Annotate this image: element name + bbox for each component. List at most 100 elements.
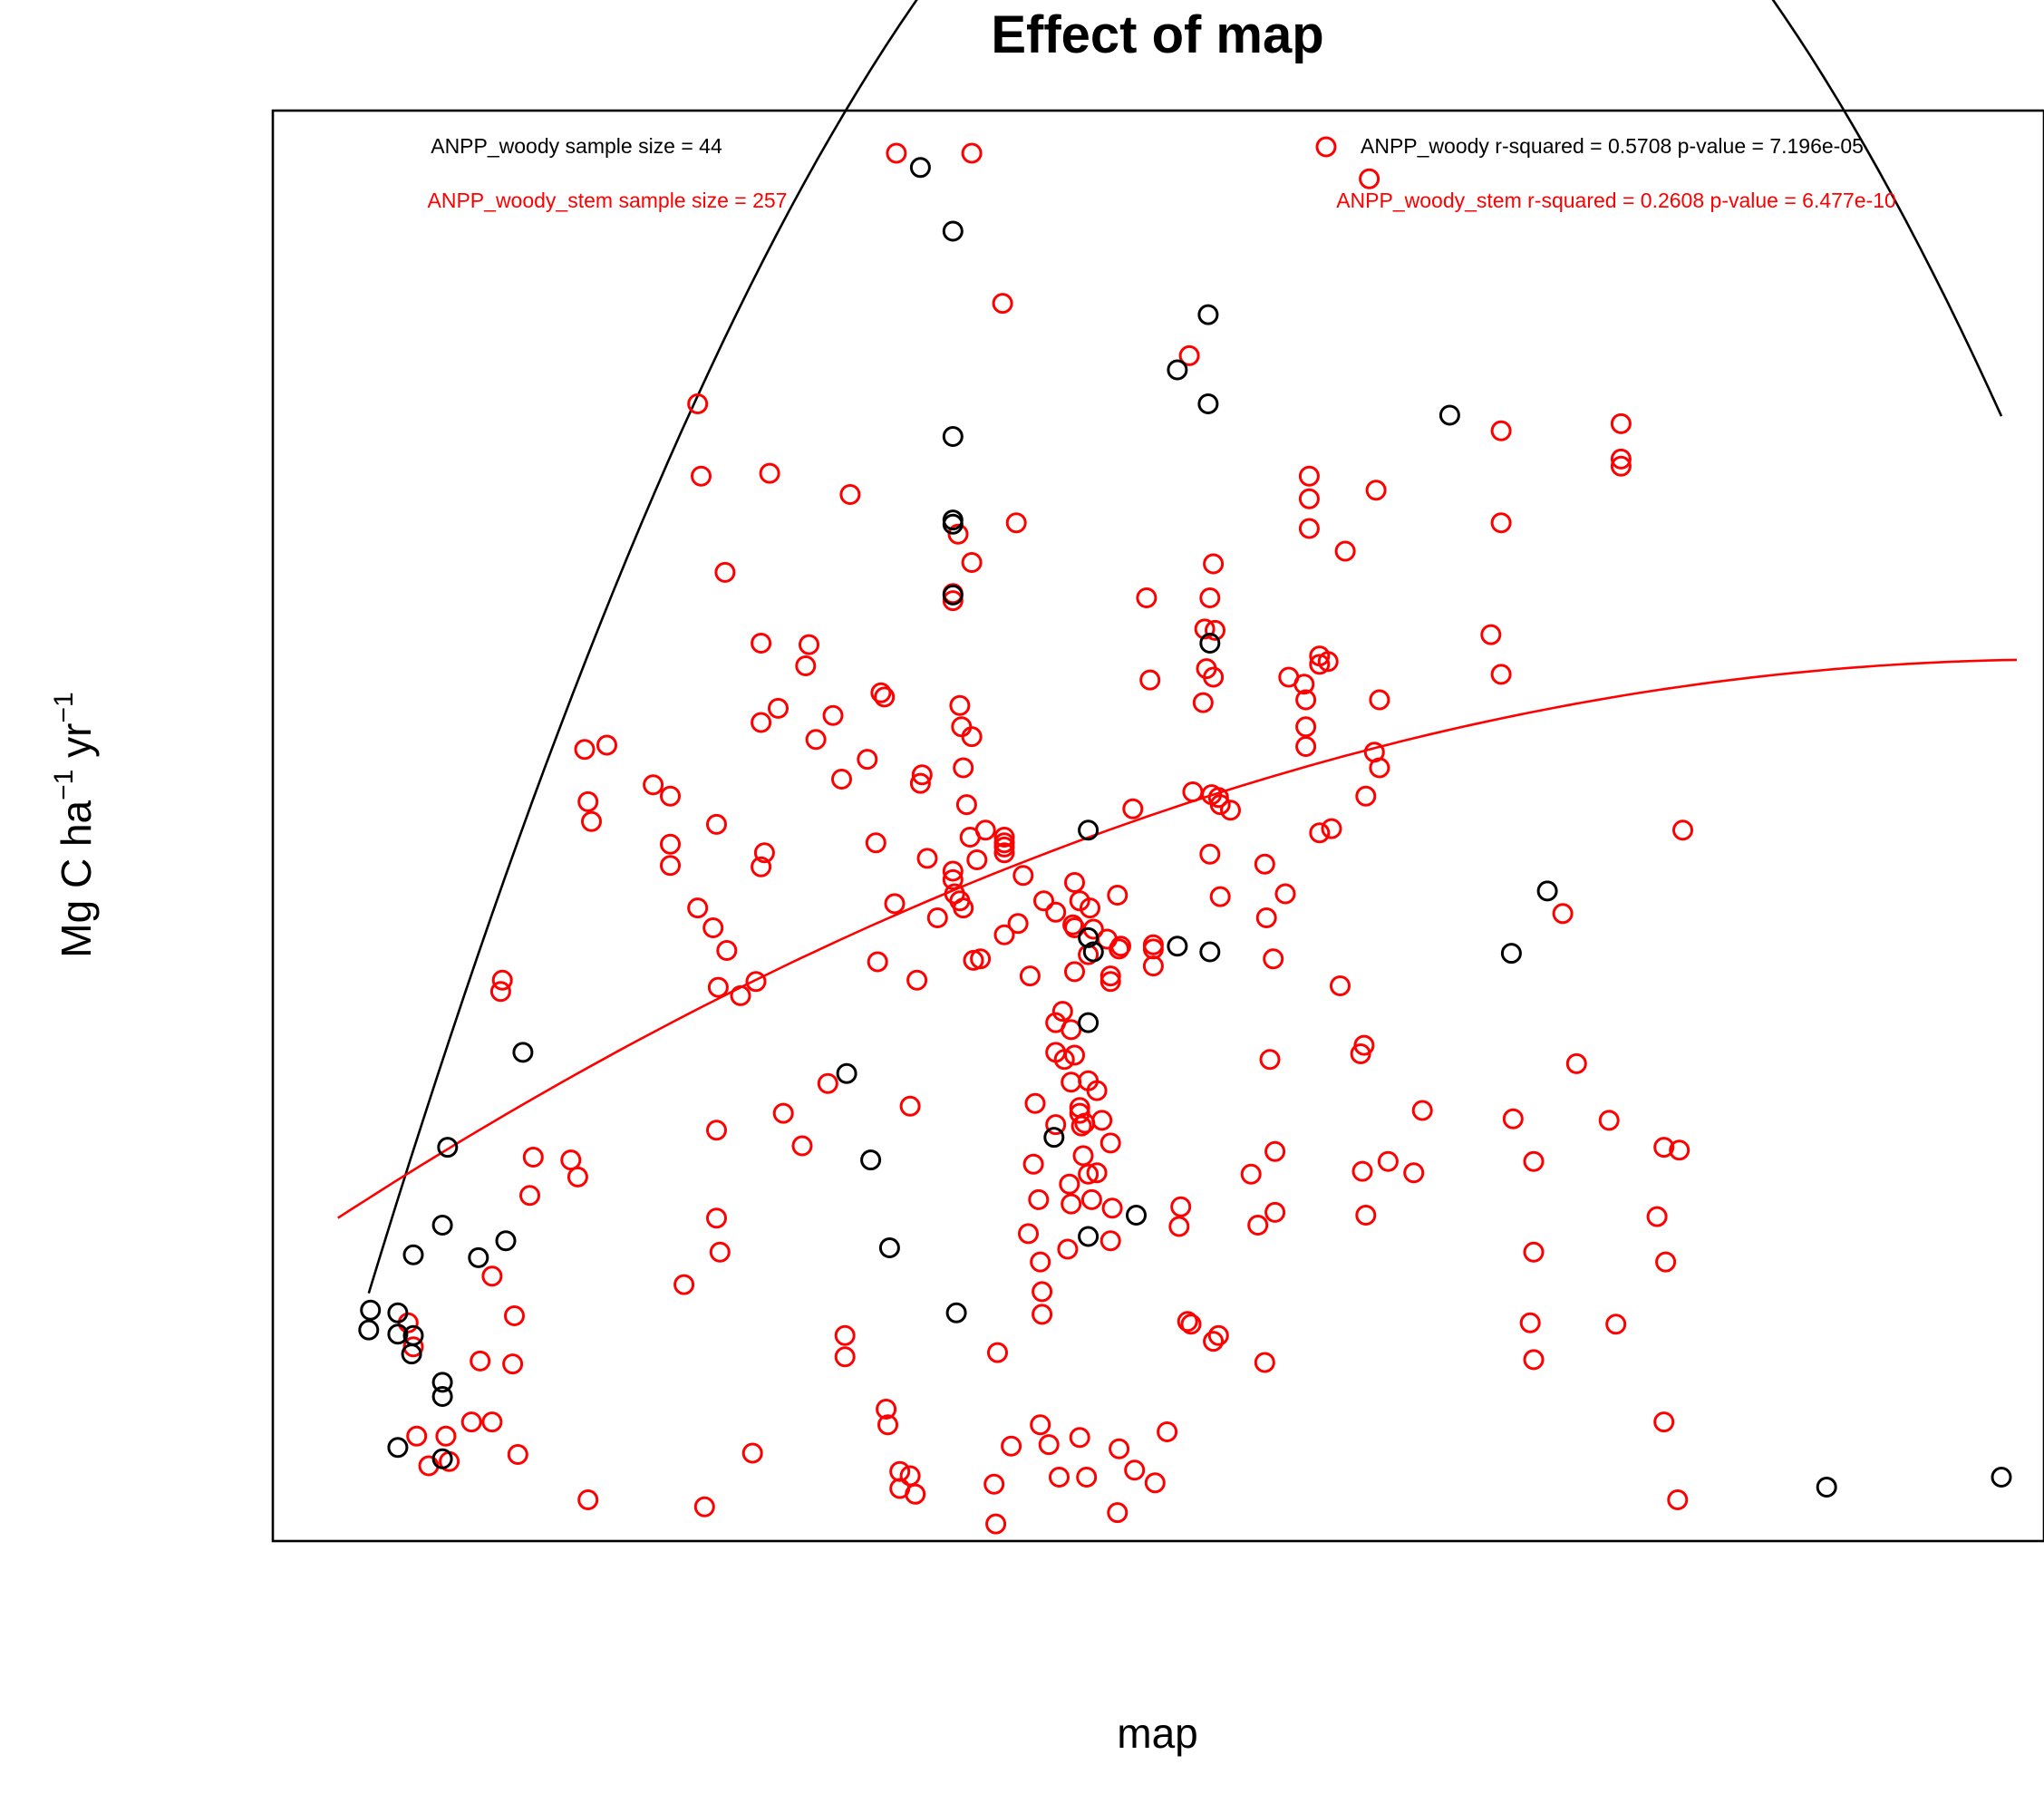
point-anpp-woody-stem	[768, 697, 789, 719]
point-anpp-woody-stem	[1064, 1044, 1085, 1066]
point-anpp-woody-stem	[953, 757, 974, 779]
plot-frame	[271, 109, 2044, 1543]
point-anpp-woody-stem	[1355, 785, 1377, 807]
point-anpp-woody-stem	[926, 907, 948, 928]
point-anpp-woody	[387, 1302, 409, 1323]
point-anpp-woody-stem	[741, 1442, 763, 1464]
point-anpp-woody-stem	[1032, 1304, 1053, 1325]
point-anpp-woody-stem	[876, 1399, 897, 1420]
point-anpp-woody-stem	[1182, 781, 1204, 802]
point-anpp-woody-stem	[1203, 666, 1225, 688]
point-anpp-woody	[387, 1437, 409, 1459]
point-anpp-woody-stem	[577, 790, 599, 812]
point-anpp-woody-stem	[1028, 1188, 1050, 1210]
point-anpp-woody-stem	[993, 924, 1015, 945]
point-anpp-woody-stem	[867, 951, 888, 973]
point-anpp-woody-stem	[1672, 819, 1693, 841]
point-anpp-woody-stem	[1107, 1502, 1129, 1524]
point-anpp-woody-stem	[751, 633, 772, 654]
point-anpp-woody-stem	[865, 832, 886, 854]
point-anpp-woody-stem	[1142, 934, 1164, 955]
point-anpp-woody	[1078, 926, 1099, 948]
point-anpp-woody	[431, 1372, 453, 1393]
point-anpp-woody-stem	[1061, 1071, 1082, 1093]
point-anpp-woody-stem	[993, 842, 1015, 864]
point-anpp-woody-stem	[1099, 1230, 1121, 1252]
point-anpp-woody-stem	[1012, 865, 1034, 887]
point-anpp-woody-stem	[1209, 886, 1231, 907]
point-anpp-woody-stem	[985, 1513, 1007, 1535]
point-anpp-woody-stem	[1490, 664, 1512, 685]
point-anpp-woody	[860, 1149, 882, 1171]
point-anpp-woody-stem	[1109, 1438, 1130, 1459]
point-anpp-woody-stem	[1207, 1324, 1229, 1346]
point-anpp-woody-stem	[877, 1414, 898, 1436]
point-anpp-woody-stem	[1295, 736, 1317, 757]
point-anpp-woody-stem	[470, 1350, 491, 1372]
point-anpp-woody-stem	[884, 893, 906, 915]
point-anpp-woody-stem	[1480, 624, 1502, 645]
point-anpp-woody-stem	[906, 969, 928, 991]
y-axis-label: Mg C ha−1 yr−1	[49, 692, 100, 957]
point-anpp-woody-stem	[1099, 971, 1121, 993]
point-anpp-woody-stem	[581, 810, 602, 832]
point-anpp-woody-stem	[1274, 883, 1296, 905]
point-anpp-woody-stem	[1403, 1162, 1425, 1184]
point-anpp-woody-stem	[730, 984, 751, 1006]
point-anpp-woody-stem	[1001, 1435, 1022, 1457]
point-anpp-woody-stem	[1005, 512, 1027, 534]
point-anpp-woody-stem	[1086, 1162, 1108, 1184]
point-anpp-woody-stem	[993, 827, 1015, 848]
point-anpp-woody-stem	[714, 561, 736, 583]
point-anpp-woody-stem	[1061, 1019, 1082, 1041]
point-anpp-woody-stem	[1022, 1153, 1044, 1175]
point-anpp-woody-stem	[706, 1207, 727, 1229]
point-anpp-woody-stem	[1203, 1331, 1225, 1352]
point-anpp-woody	[360, 1299, 382, 1321]
point-anpp-woody	[836, 1062, 857, 1084]
point-anpp-woody-stem	[716, 940, 738, 961]
point-anpp-woody-stem	[1019, 965, 1041, 987]
point-anpp-woody-stem	[567, 1166, 588, 1188]
woody-stats: ANPP_woody r-squared = 0.5708 p-value = …	[1361, 134, 1864, 158]
point-anpp-woody	[1199, 633, 1221, 654]
point-anpp-woody	[878, 1237, 900, 1258]
point-anpp-woody-stem	[759, 462, 780, 484]
point-anpp-woody-stem	[1177, 1311, 1198, 1333]
point-anpp-woody-stem	[911, 764, 933, 786]
woody-sample-size: ANPP_woody sample size = 44	[431, 134, 722, 158]
point-anpp-woody-stem	[1334, 540, 1356, 562]
point-anpp-woody-stem	[1519, 1312, 1541, 1333]
point-anpp-woody-stem	[1024, 1092, 1046, 1114]
point-anpp-woody-stem	[1298, 488, 1320, 509]
point-anpp-woody-stem	[1072, 1145, 1094, 1167]
point-anpp-woody-stem	[1045, 901, 1067, 923]
data-points	[358, 142, 2012, 1535]
point-anpp-woody	[402, 1244, 424, 1265]
point-anpp-woody-stem	[961, 552, 983, 573]
point-anpp-woody-stem	[460, 1411, 482, 1433]
point-anpp-woody-stem	[974, 819, 996, 841]
point-anpp-woody-stem	[1018, 1223, 1039, 1245]
stem-sample-size: ANPP_woody_stem sample size = 257	[428, 189, 788, 212]
point-anpp-woody-stem	[889, 1460, 911, 1482]
point-anpp-woody-stem	[1070, 1115, 1092, 1137]
point-anpp-woody-stem	[1365, 480, 1387, 501]
point-anpp-woody-stem	[1295, 689, 1317, 711]
point-anpp-woody	[1197, 304, 1219, 325]
stem-stats: ANPP_woody_stem r-squared = 0.2608 p-val…	[1336, 189, 1896, 212]
point-anpp-woody-stem	[660, 785, 681, 807]
point-anpp-woody-stem	[953, 897, 974, 919]
point-anpp-woody-stem	[955, 794, 977, 816]
point-anpp-woody-stem	[502, 1353, 524, 1375]
point-anpp-woody-stem	[1298, 518, 1320, 539]
point-anpp-woody-stem	[942, 868, 964, 890]
point-anpp-woody-stem	[596, 734, 617, 756]
point-anpp-woody-stem	[745, 971, 767, 993]
point-anpp-woody-stem	[687, 897, 709, 919]
point-anpp-woody-stem	[949, 694, 971, 716]
point-anpp-woody	[512, 1042, 534, 1063]
point-anpp-woody-stem	[1523, 1241, 1545, 1263]
point-anpp-woody-stem	[1192, 692, 1214, 713]
point-anpp-woody-stem	[1203, 553, 1225, 575]
